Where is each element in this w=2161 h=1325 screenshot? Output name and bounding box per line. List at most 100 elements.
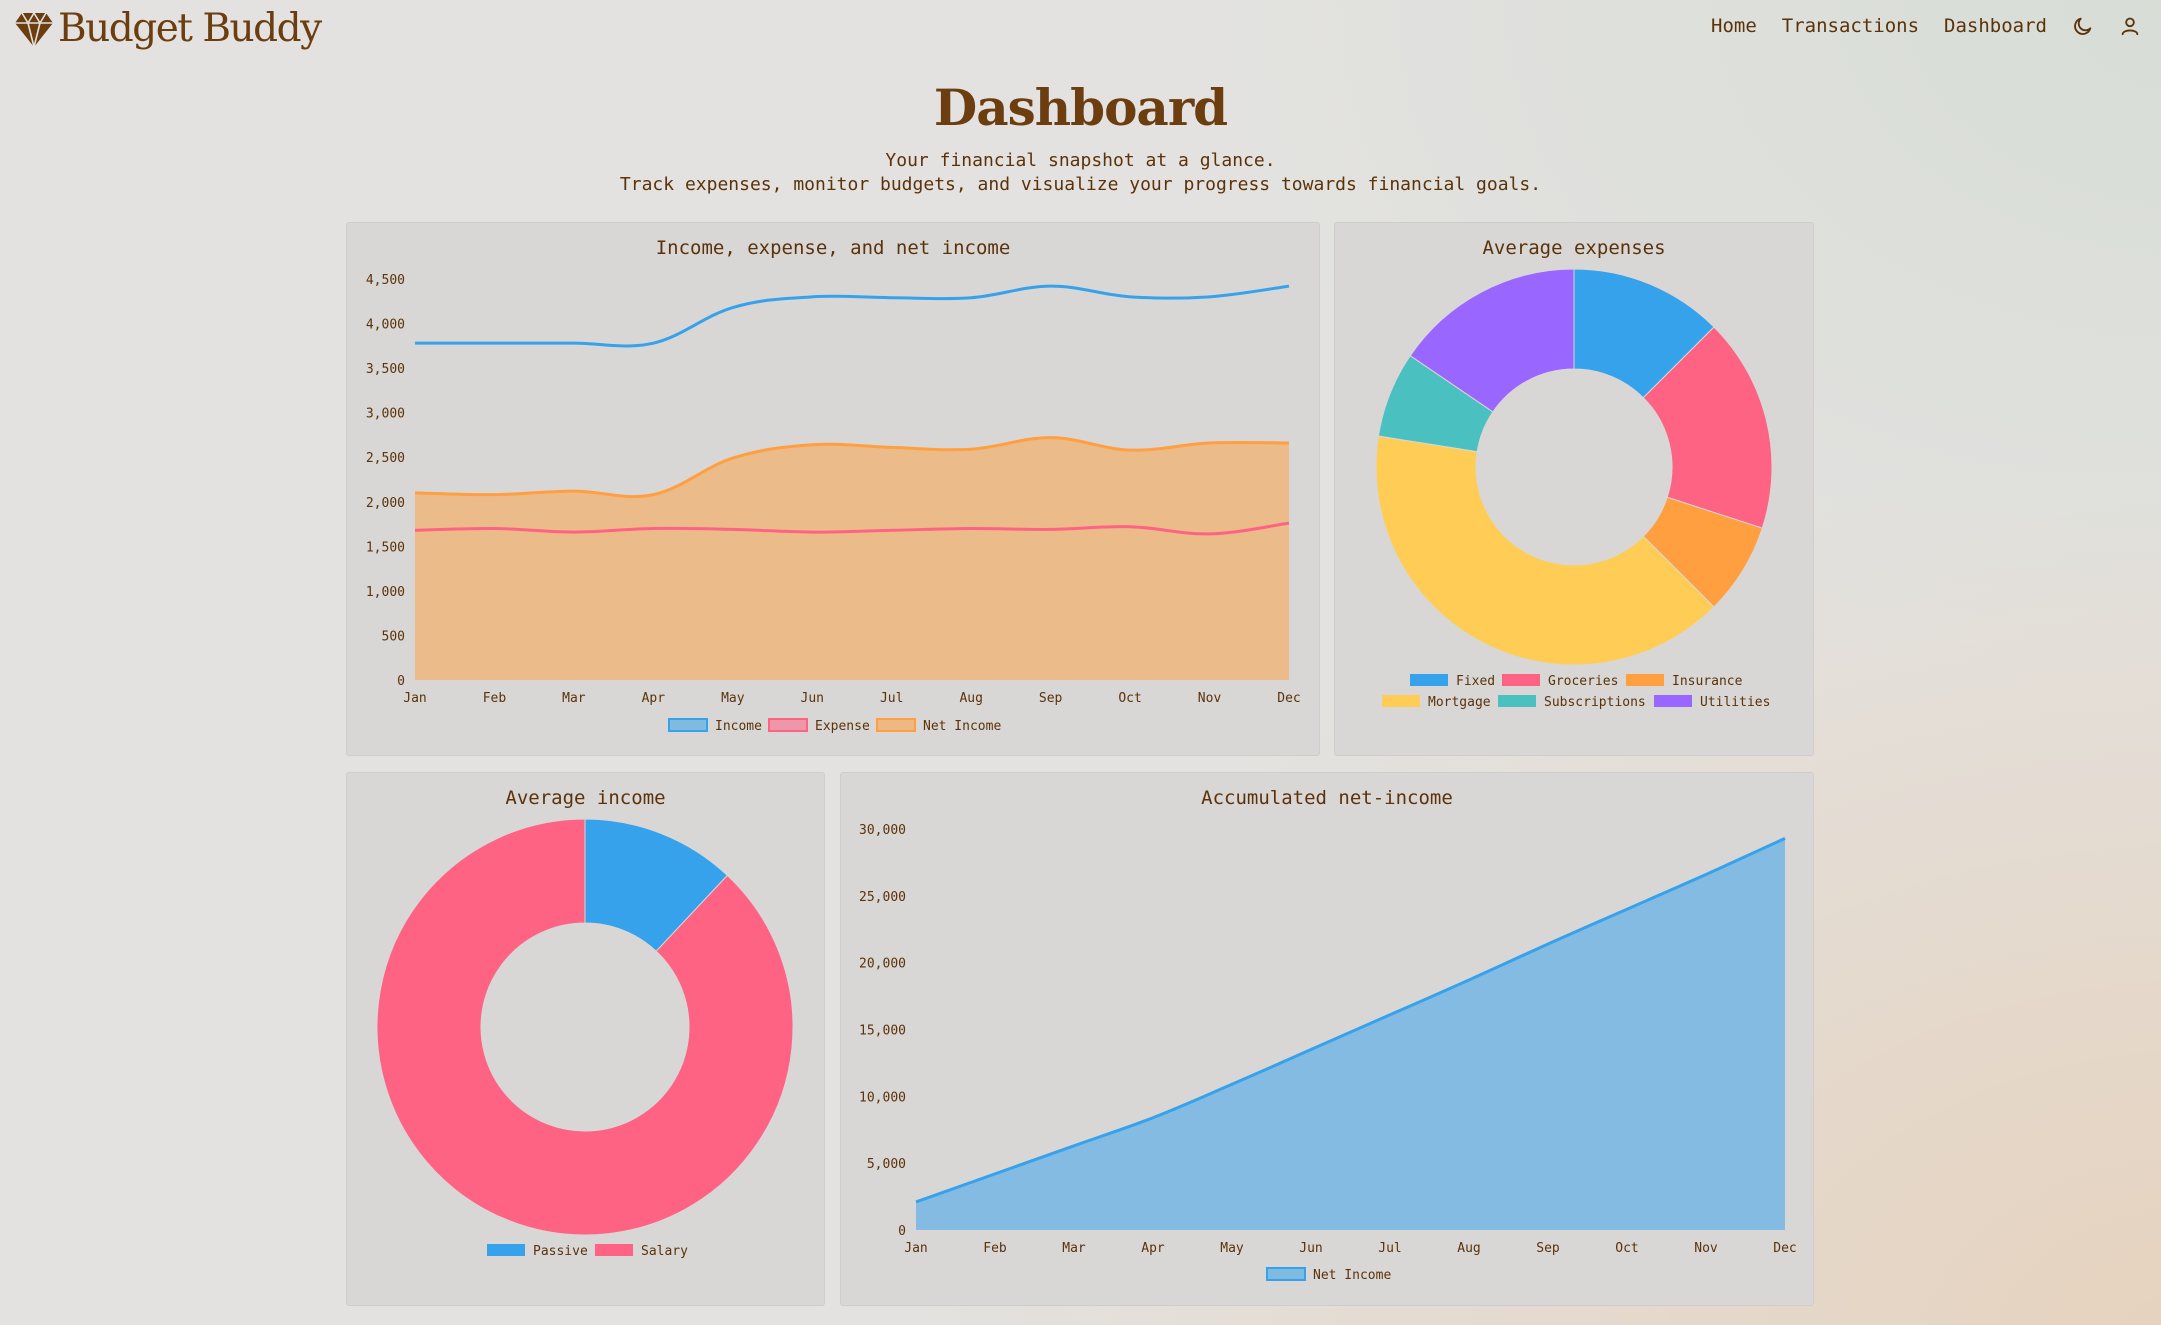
card-average-expenses: Average expenses Fixed Groceries Insurance… xyxy=(1334,222,1814,756)
legend-swatch xyxy=(668,718,708,732)
nav-dashboard-link[interactable]: Dashboard xyxy=(1944,15,2047,37)
chart-title: Accumulated net-income xyxy=(1201,787,1453,809)
x-tick-label: Jan xyxy=(904,1241,927,1256)
legend-swatch xyxy=(1498,695,1536,707)
legend-item: Passive xyxy=(487,1244,588,1259)
legend-item: Groceries xyxy=(1502,674,1618,689)
y-tick-label: 25,000 xyxy=(859,890,906,905)
legend-label: Subscriptions xyxy=(1544,695,1646,710)
y-tick-label: 20,000 xyxy=(859,957,906,972)
slice-groceries xyxy=(1642,326,1773,529)
x-tick-label: Jul xyxy=(880,691,903,706)
x-tick-label: Nov xyxy=(1198,691,1222,706)
legend-label: Net Income xyxy=(1313,1268,1391,1283)
y-tick-label: 3,000 xyxy=(366,407,405,422)
page-title: Dashboard xyxy=(933,78,1228,137)
average-expenses-chart: Fixed Groceries Insurance Mortgage Subscript… xyxy=(1375,268,1773,710)
income-expense-chart: 0 500 1,000 1,500 2,000 2,500 3,000 3,500 4,000 4… xyxy=(366,273,1301,734)
series-line-net-income xyxy=(414,436,1290,499)
x-tick-label: Apr xyxy=(1141,1241,1165,1256)
x-tick-label: Feb xyxy=(983,1241,1007,1256)
x-tick-label: Mar xyxy=(562,691,586,706)
legend-swatch xyxy=(595,1244,633,1256)
legend-label: Fixed xyxy=(1456,674,1495,689)
legend-swatch xyxy=(1410,674,1448,686)
x-tick-label: May xyxy=(721,691,745,706)
legend-label: Groceries xyxy=(1548,674,1618,689)
legend-label: Net Income xyxy=(923,719,1001,734)
x-tick-label: Oct xyxy=(1118,691,1141,706)
legend-item: Net Income xyxy=(1266,1267,1391,1283)
series-area-net-income xyxy=(415,437,1289,680)
series-line-expense xyxy=(414,521,1290,536)
page-subtitle-line2: Track expenses, monitor budgets, and vis… xyxy=(619,174,1542,195)
y-tick-label: 0 xyxy=(397,674,405,689)
legend-label: Insurance xyxy=(1672,674,1743,689)
x-tick-label: May xyxy=(1220,1241,1244,1256)
legend-label: Utilities xyxy=(1700,695,1770,710)
legend-item: Net Income xyxy=(876,718,1001,734)
legend-label: Salary xyxy=(641,1244,688,1259)
x-tick-label: Sep xyxy=(1039,691,1063,706)
moon-icon[interactable] xyxy=(2072,15,2094,37)
page-subtitle-line1: Your financial snapshot at a glance. xyxy=(885,150,1276,171)
x-tick-label: Dec xyxy=(1773,1241,1796,1256)
slice-utilities xyxy=(1409,268,1575,413)
diamond-icon xyxy=(15,10,53,47)
legend-label: Passive xyxy=(533,1244,588,1259)
y-tick-label: 4,500 xyxy=(366,273,405,288)
legend-item: Income xyxy=(668,718,762,734)
chart-title: Income, expense, and net income xyxy=(655,237,1011,259)
x-tick-label: Mar xyxy=(1062,1241,1086,1256)
y-tick-label: 10,000 xyxy=(859,1090,906,1105)
y-tick-label: 5,000 xyxy=(867,1157,906,1172)
legend-label: Expense xyxy=(815,719,870,734)
x-tick-label: Nov xyxy=(1694,1241,1718,1256)
brand-name: Budget Buddy xyxy=(58,6,322,51)
legend-item: Mortgage xyxy=(1382,695,1491,710)
slice-mortgage xyxy=(1375,435,1715,666)
legend-item: Fixed xyxy=(1410,674,1495,689)
brand[interactable]: Budget Buddy xyxy=(14,6,322,51)
y-tick-label: 0 xyxy=(898,1224,906,1239)
chart-title: Average income xyxy=(505,787,666,809)
legend-label: Mortgage xyxy=(1428,695,1491,710)
legend-swatch xyxy=(487,1244,525,1256)
y-tick-label: 2,500 xyxy=(366,451,405,466)
legend-label: Income xyxy=(715,719,762,734)
card-income-expense: Income, expense, and net income 0 500 1,00… xyxy=(346,222,1320,756)
legend-swatch xyxy=(1654,695,1692,707)
nav-links: Home Transactions Dashboard xyxy=(1711,15,2141,37)
average-income-chart: Passive Salary xyxy=(376,818,794,1259)
legend-swatch xyxy=(1382,695,1420,707)
legend-swatch xyxy=(768,718,808,732)
card-average-income: Average income Passive Salary xyxy=(346,772,825,1306)
legend-item: Subscriptions xyxy=(1498,695,1646,710)
nav-home-link[interactable]: Home xyxy=(1711,15,1757,37)
x-tick-label: Aug xyxy=(959,691,982,706)
legend-item: Insurance xyxy=(1626,674,1743,689)
y-tick-label: 500 xyxy=(382,629,405,644)
legend-swatch xyxy=(876,718,916,732)
x-tick-label: Jun xyxy=(1299,1241,1322,1256)
top-navbar: Budget Buddy Home Transactions Dashboard xyxy=(0,0,2161,60)
x-tick-label: Dec xyxy=(1277,691,1300,706)
x-tick-label: Sep xyxy=(1536,1241,1560,1256)
accumulated-net-income-chart: 0 5,000 10,000 15,000 20,000 25,000 30,000 Jan F… xyxy=(859,823,1797,1283)
legend-item: Expense xyxy=(768,718,870,734)
y-tick-label: 4,000 xyxy=(366,318,405,333)
x-tick-label: Jul xyxy=(1378,1241,1401,1256)
x-tick-label: Jun xyxy=(801,691,824,706)
user-icon[interactable] xyxy=(2119,15,2141,37)
x-tick-label: Jan xyxy=(403,691,426,706)
card-accumulated-net-income: Accumulated net-income 0 5,000 10,000 15,00… xyxy=(840,772,1814,1306)
y-tick-label: 2,000 xyxy=(366,496,405,511)
legend-swatch xyxy=(1266,1267,1306,1281)
nav-transactions-link[interactable]: Transactions xyxy=(1781,15,1920,37)
series-line-income xyxy=(415,284,1290,348)
y-tick-label: 3,500 xyxy=(366,362,405,377)
slice-salary xyxy=(376,818,794,1236)
x-tick-label: Apr xyxy=(642,691,666,706)
x-tick-label: Feb xyxy=(483,691,507,706)
legend-swatch xyxy=(1502,674,1540,686)
